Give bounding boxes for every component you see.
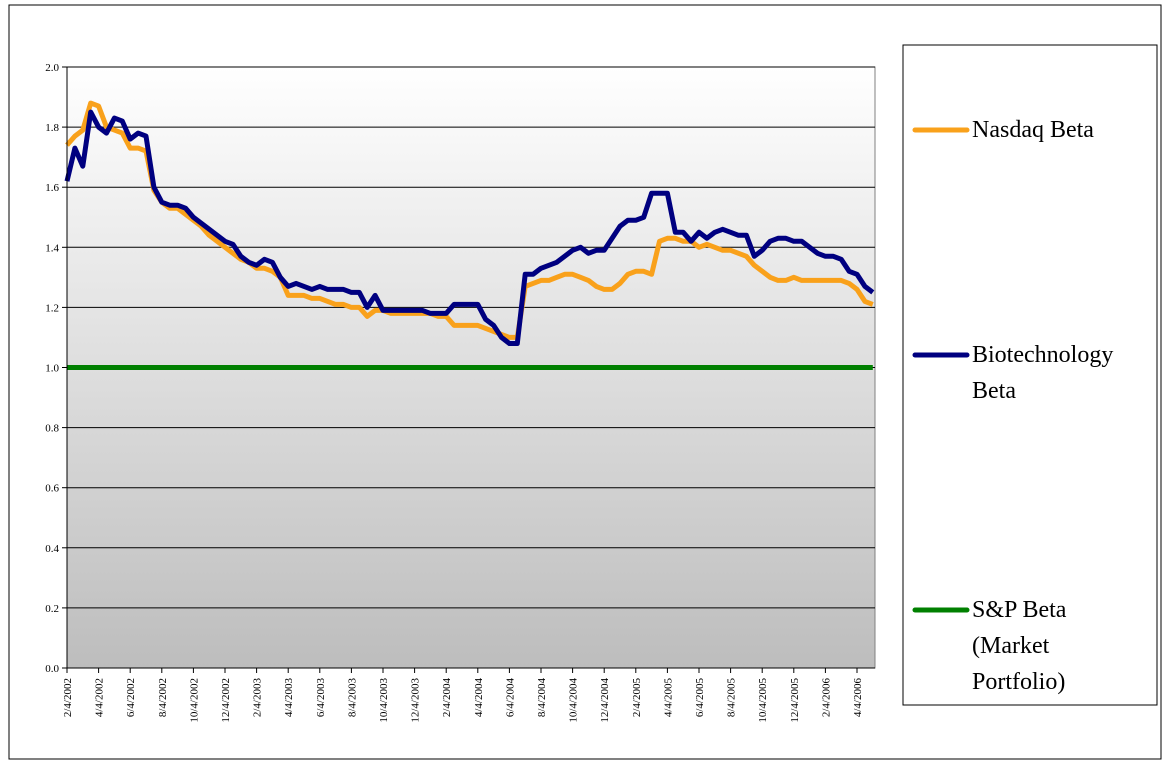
y-tick-label: 1.4	[45, 242, 59, 254]
x-tick-label: 12/4/2002	[220, 678, 232, 723]
x-tick-label: 4/4/2004	[473, 678, 485, 718]
x-tick-label: 10/4/2002	[188, 678, 200, 723]
y-tick-label: 0.2	[45, 603, 59, 615]
x-tick-label: 2/4/2006	[820, 678, 832, 718]
x-tick-label: 12/4/2003	[410, 678, 422, 723]
x-tick-label: 10/4/2004	[568, 678, 580, 723]
x-tick-label: 4/4/2006	[852, 678, 864, 718]
x-tick-label: 10/4/2003	[378, 678, 390, 723]
x-tick-label: 2/4/2003	[252, 678, 264, 718]
x-tick-label: 6/4/2004	[504, 678, 516, 718]
y-tick-label: 0.4	[45, 543, 59, 555]
x-tick-label: 8/4/2002	[157, 678, 169, 717]
axes: 0.0 0.2 0.4 0.6 0.8 1.0 1.2 1.4 1.6 1.8 2.0 2/4/200…	[45, 62, 875, 723]
y-tick-label: 1.2	[45, 302, 59, 314]
legend	[912, 127, 970, 613]
series-line	[64, 109, 875, 346]
y-tick-label: 0.6	[45, 483, 59, 495]
y-tick-label: 2.0	[45, 62, 59, 74]
y-tick-label: 1.8	[45, 122, 59, 134]
x-tick-label: 4/4/2003	[283, 678, 295, 718]
x-tick-label: 2/4/2005	[631, 678, 643, 718]
y-tick-label: 1.0	[45, 363, 59, 375]
x-tick-label: 10/4/2005	[757, 678, 769, 723]
x-tick-label: 6/4/2002	[125, 678, 137, 717]
x-tick-label: 12/4/2004	[599, 678, 611, 723]
x-tick-label: 12/4/2005	[789, 678, 801, 723]
y-tick-label: 0.8	[45, 423, 59, 435]
y-tick-label: 0.0	[45, 663, 59, 675]
x-tick-label: 8/4/2004	[536, 678, 548, 718]
lines	[64, 100, 875, 370]
x-tick-label: 2/4/2004	[441, 678, 453, 718]
legend-label: Nasdaq Beta	[972, 117, 1094, 143]
x-tick-label: 4/4/2005	[662, 678, 674, 718]
x-tick-label: 4/4/2002	[94, 678, 106, 717]
x-tick-label: 6/4/2003	[315, 678, 327, 718]
y-tick-label: 1.6	[45, 182, 59, 194]
legend-label: Biotechnology Beta	[972, 342, 1114, 404]
x-tick-label: 6/4/2005	[694, 678, 706, 718]
x-tick-label: 8/4/2005	[726, 678, 738, 718]
legend-box	[902, 44, 1158, 706]
x-tick-label: 2/4/2002	[62, 678, 74, 717]
legend-label: S&P Beta (Market Portfolio)	[972, 597, 1067, 695]
x-tick-label: 8/4/2003	[346, 678, 358, 718]
